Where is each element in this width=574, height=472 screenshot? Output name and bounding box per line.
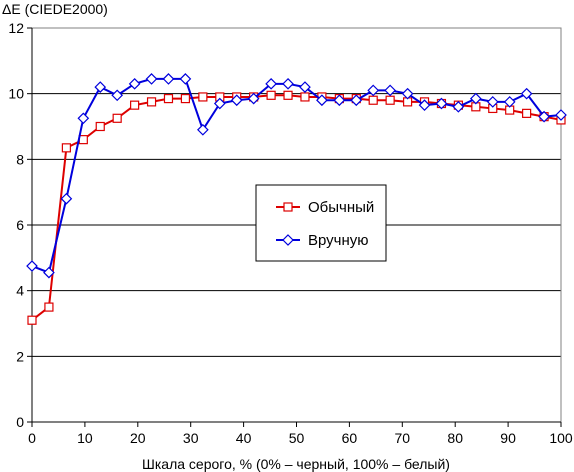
series-1-point: [27, 315, 37, 325]
x-tick-label-30: 30: [183, 430, 199, 446]
series-2-point: [265, 77, 277, 90]
series-2-point: [503, 96, 516, 108]
series-2-point: [520, 87, 533, 100]
series-2-point: [43, 266, 55, 279]
series-2-point: [197, 123, 209, 136]
y-axis-title: ΔE (CIEDE2000): [2, 1, 108, 17]
x-tick-label-10: 10: [77, 430, 93, 446]
series-1-point: [198, 92, 208, 102]
series-2-point: [299, 81, 311, 93]
series-2-point: [247, 92, 260, 105]
series-1-point: [78, 135, 88, 145]
series-2-point: [145, 73, 158, 85]
x-tick-label-100: 100: [549, 430, 573, 446]
series-2-point: [538, 110, 550, 123]
x-tick-label-70: 70: [395, 430, 411, 446]
series-1-point: [95, 121, 105, 132]
series-2-point: [213, 97, 226, 110]
series-1-point: [266, 90, 276, 100]
series-1-point: [522, 108, 532, 118]
legend-entry-2: Вручную: [276, 232, 369, 249]
series-2-point: [333, 94, 346, 107]
series-1-point: [283, 90, 293, 100]
series-1-point: [112, 113, 122, 123]
series-1-point: [368, 95, 378, 105]
series-2-point: [486, 96, 499, 108]
x-tick-label-50: 50: [289, 430, 305, 446]
legend-label-1: Обычный: [308, 199, 374, 216]
series-1-point: [146, 97, 157, 107]
series-2-point: [128, 77, 141, 90]
series-2-point: [350, 94, 363, 107]
series-2-point: [111, 89, 124, 102]
y-tick-label-4: 4: [16, 283, 24, 299]
legend-entry-1: Обычный: [276, 199, 374, 216]
series-2-point: [179, 73, 192, 85]
series-layer: [26, 73, 567, 325]
legend-box: [255, 184, 387, 262]
series-2-point: [316, 94, 328, 107]
series-2-point: [384, 84, 396, 97]
x-tick-label-0: 0: [28, 430, 36, 446]
series-1-point: [180, 93, 191, 104]
series-1-point: [44, 302, 54, 312]
series-2-point: [282, 77, 294, 90]
series-2-point: [94, 81, 107, 93]
y-tick-label-0: 0: [16, 414, 24, 430]
y-tick-label-8: 8: [16, 151, 24, 167]
legend-marker-2: [282, 234, 294, 246]
series-1: [27, 90, 566, 325]
x-tick-label-80: 80: [447, 430, 463, 446]
series-2-point: [555, 109, 567, 121]
x-tick-label-40: 40: [236, 430, 252, 446]
series-2-point: [230, 94, 243, 107]
series-1-point: [385, 95, 395, 105]
series-2-point: [162, 73, 175, 85]
x-axis-title: Шкала серого, % (0% – черный, 100% – бел…: [142, 456, 450, 472]
series-2-point: [26, 260, 38, 272]
series-2-point: [469, 92, 482, 105]
series-1-point: [61, 143, 71, 153]
legend-marker-1: [283, 202, 293, 212]
series-1-point: [130, 100, 140, 110]
series-1-point: [163, 93, 174, 104]
legend: Обычный Вручную: [255, 184, 387, 262]
y-tick-label-6: 6: [16, 217, 24, 233]
series-2-point: [435, 97, 448, 110]
y-tick-label-10: 10: [8, 86, 24, 102]
series-2-point: [60, 192, 73, 205]
series-2-point: [401, 87, 414, 100]
series-1-point: [300, 92, 310, 102]
y-tick-label-12: 12: [8, 20, 24, 36]
series-2-point: [418, 99, 431, 112]
y-tick-label-2: 2: [16, 348, 24, 364]
legend-label-2: Вручную: [308, 232, 369, 249]
series-2: [26, 73, 567, 279]
series-2-point: [367, 84, 380, 97]
series-2-point: [77, 112, 90, 125]
x-tick-label-60: 60: [342, 430, 358, 446]
series-2-point: [452, 100, 465, 113]
tick-layer: 0 2 4 6 8 10 12 0 10 20 30 40 50 60 70 80 90 100: [8, 20, 572, 446]
x-tick-label-20: 20: [130, 430, 146, 446]
x-tick-label-90: 90: [500, 430, 516, 446]
